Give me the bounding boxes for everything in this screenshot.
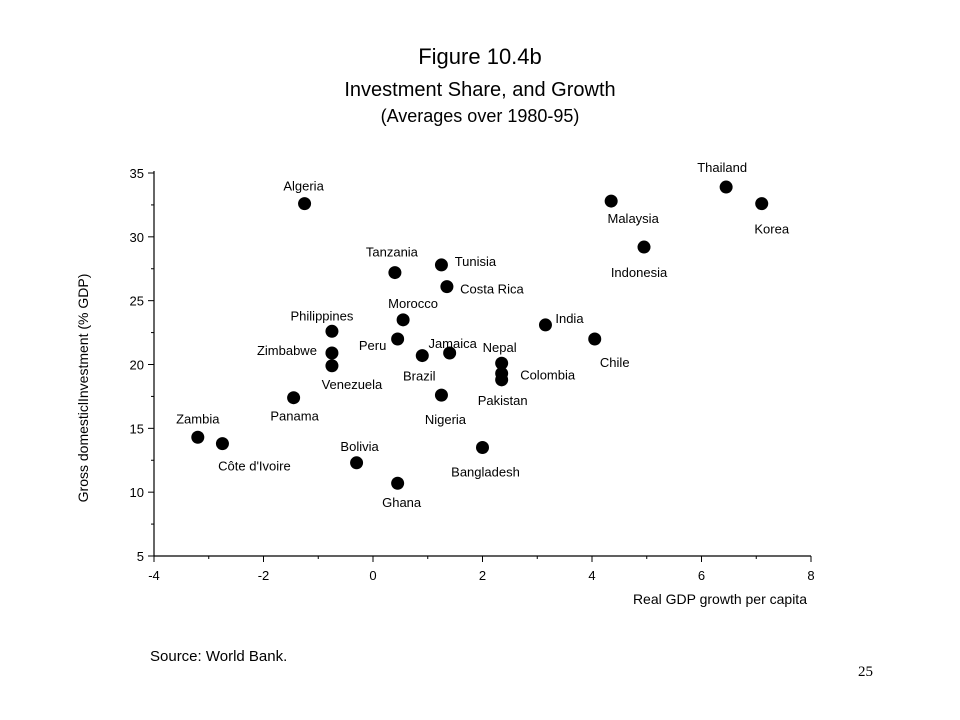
point-costa-rica [440,280,454,294]
point-label-zimbabwe: Zimbabwe [257,343,317,358]
y-tick-label: 5 [137,549,144,564]
x-tick-label: 4 [588,568,595,583]
x-tick-label: -4 [148,568,160,583]
point-india [538,318,552,332]
chart-subtitle-period: (Averages over 1980-95) [380,106,580,126]
point-label-peru: Peru [359,338,386,353]
point-label-chile: Chile [600,355,630,370]
chart-title: Figure 10.4b [418,44,542,69]
point-label-costa-rica: Costa Rica [460,282,524,297]
point-peru [391,332,405,346]
x-tick-label: 8 [807,568,814,583]
point-tunisia [434,258,448,272]
y-tick-label: 25 [130,294,144,309]
y-tick-label: 15 [130,421,144,436]
data-points [191,180,769,490]
point-label-jamaica: Jamaica [428,336,477,351]
source-note: Source: World Bank. [150,648,288,665]
point-label-panama: Panama [270,409,319,424]
x-tick-label: -2 [258,568,270,583]
y-tick-label: 35 [130,166,144,181]
point-korea [755,197,769,211]
page-number: 25 [858,664,873,680]
point-label-bangladesh: Bangladesh [451,464,520,479]
point-ghana [391,476,405,490]
point-label-c-te-d-ivoire: Côte d'Ivoire [218,459,291,474]
y-tick-label: 30 [130,230,144,245]
y-tick-label: 10 [130,485,144,500]
point-label-india: India [555,311,584,326]
point-pakistan [495,373,509,387]
point-label-korea: Korea [754,222,789,237]
tick-marks [148,172,812,562]
y-tick-label: 20 [130,358,144,373]
point-label-tanzania: Tanzania [366,245,419,260]
point-label-morocco: Morocco [388,296,438,311]
point-label-colombia: Colombia [520,367,576,382]
point-venezuela [325,359,339,373]
point-c-te-d-ivoire [215,437,229,451]
point-bolivia [350,456,364,470]
point-label-nigeria: Nigeria [425,412,467,427]
point-morocco [396,313,410,327]
point-label-ghana: Ghana [382,495,422,510]
point-zimbabwe [325,346,339,360]
point-chile [588,332,602,346]
point-label-algeria: Algeria [283,179,324,194]
point-bangladesh [476,440,489,454]
point-label-nepal: Nepal [483,340,517,355]
tick-labels: -4 -2 0 2 4 6 8 5 10 15 20 25 30 35 [130,166,815,583]
point-label-zambia: Zambia [176,411,220,426]
x-tick-label: 0 [369,568,376,583]
point-nigeria [434,388,448,402]
point-thailand [719,180,733,194]
point-label-tunisia: Tunisia [455,254,497,269]
point-algeria [298,197,312,211]
point-zambia [191,430,205,444]
point-label-venezuela: Venezuela [322,377,383,392]
point-panama [287,391,301,405]
chart-subtitle: Investment Share, and Growth [344,79,616,101]
point-nepal [495,356,509,370]
point-label-brazil: Brazil [403,369,436,384]
point-label-pakistan: Pakistan [478,393,528,408]
point-tanzania [388,266,402,280]
x-tick-label: 6 [698,568,705,583]
point-philippines [325,324,339,338]
point-indonesia [637,240,651,254]
point-label-philippines: Philippines [291,308,354,323]
y-axis-label: Gross domesticlInvestment (% GDP) [75,274,91,503]
point-brazil [415,349,429,363]
point-label-bolivia: Bolivia [340,439,379,454]
axes [153,171,811,557]
point-labels: Algeria Thailand Malaysia Korea Indonesia Tan… [176,160,790,510]
x-axis-label: Real GDP growth per capita [633,591,807,607]
point-malaysia [604,194,618,208]
point-label-malaysia: Malaysia [608,211,660,226]
x-tick-label: 2 [479,568,486,583]
point-jamaica [443,346,457,360]
point-label-thailand: Thailand [697,160,747,175]
point-label-indonesia: Indonesia [611,265,668,280]
